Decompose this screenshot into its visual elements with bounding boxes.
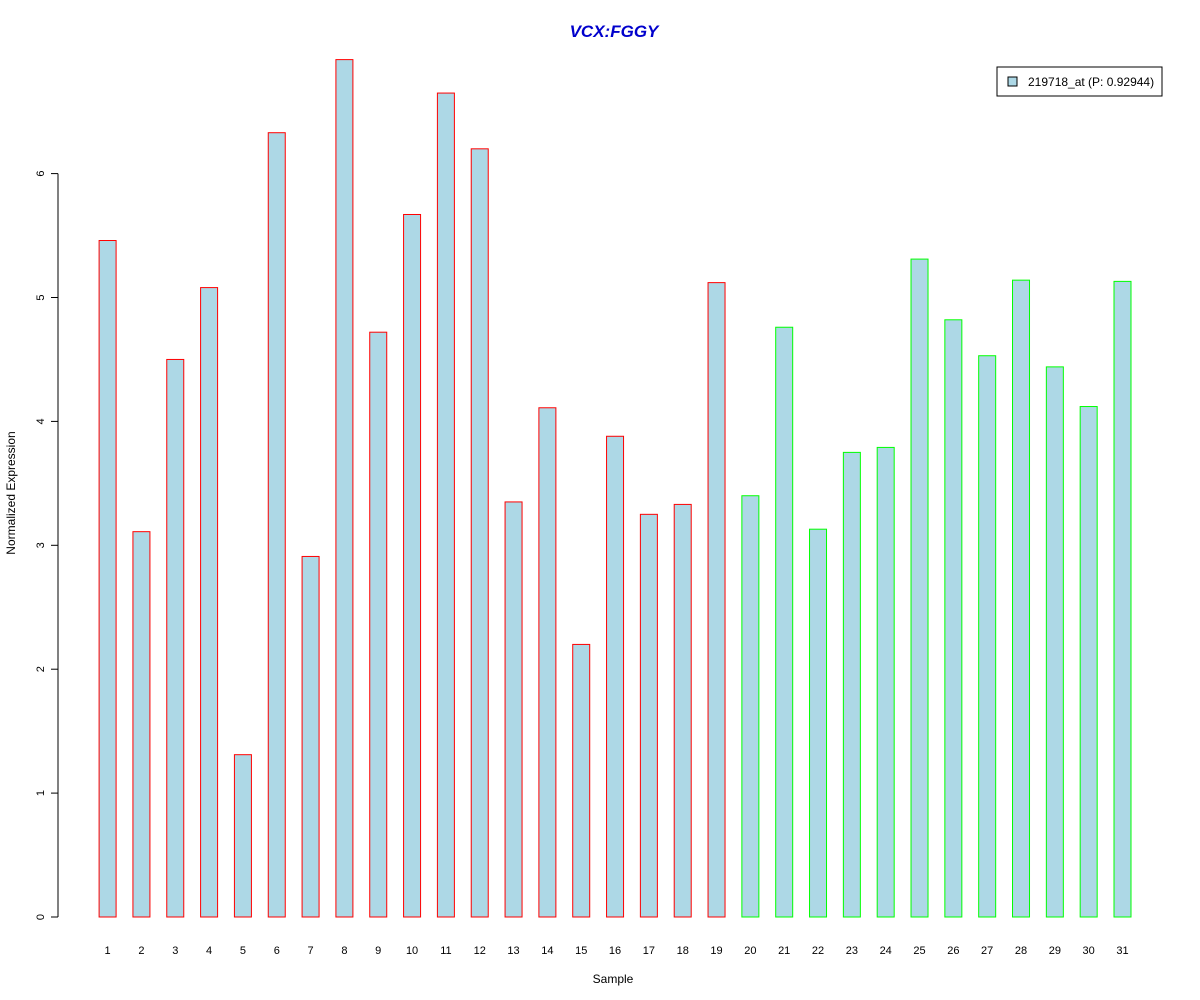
bar xyxy=(876,446,895,918)
bar xyxy=(98,240,117,918)
x-tick-label: 12 xyxy=(474,945,486,957)
x-tick-label: 8 xyxy=(341,945,347,957)
bar xyxy=(132,531,151,918)
bar xyxy=(200,287,219,918)
legend-swatch xyxy=(1007,76,1018,87)
x-tick-label: 16 xyxy=(609,945,621,957)
bar xyxy=(1079,406,1098,918)
bar xyxy=(436,92,455,918)
bar xyxy=(470,148,489,918)
bar xyxy=(775,326,794,918)
bar xyxy=(1012,279,1031,918)
x-tick-label: 9 xyxy=(375,945,381,957)
y-tick-label: 0 xyxy=(35,914,47,920)
x-tick-label: 28 xyxy=(1015,945,1027,957)
x-tick-label: 23 xyxy=(846,945,858,957)
y-tick-label: 6 xyxy=(35,171,47,177)
x-tick-label: 4 xyxy=(206,945,212,957)
bar xyxy=(504,501,523,918)
x-tick-label: 10 xyxy=(406,945,418,957)
x-tick-label: 3 xyxy=(172,945,178,957)
x-tick-label: 24 xyxy=(880,945,892,957)
bar xyxy=(538,407,557,918)
bar xyxy=(809,528,828,918)
bar xyxy=(910,258,929,918)
x-tick-label: 17 xyxy=(643,945,655,957)
chart-title: VCX:FGGY xyxy=(570,22,660,41)
x-tick-label: 6 xyxy=(274,945,280,957)
bar xyxy=(944,319,963,918)
y-tick-label: 3 xyxy=(35,542,47,548)
x-tick-label: 29 xyxy=(1049,945,1061,957)
bar xyxy=(335,59,354,918)
bar xyxy=(978,355,997,918)
x-tick-label: 13 xyxy=(507,945,519,957)
bar xyxy=(572,643,591,918)
legend: 219718_at (P: 0.92944) xyxy=(996,66,1163,97)
y-tick-label: 1 xyxy=(35,790,47,796)
bar xyxy=(369,331,388,918)
x-tick-labels: 1 2 3 4 5 6 7 8 9 10 11 12 13 14 15 16 17 18 19 20 21 22 23 24 2… xyxy=(105,945,1129,957)
bar xyxy=(639,513,658,918)
bars-group xyxy=(98,59,1132,918)
x-tick-label: 2 xyxy=(138,945,144,957)
bar xyxy=(233,754,252,918)
x-tick-label: 18 xyxy=(677,945,689,957)
x-tick-label: 25 xyxy=(913,945,925,957)
x-tick-label: 22 xyxy=(812,945,824,957)
bar xyxy=(673,503,692,918)
bar xyxy=(842,451,861,918)
legend-box xyxy=(996,66,1163,97)
bar xyxy=(301,555,320,918)
x-tick-label: 27 xyxy=(981,945,993,957)
bar xyxy=(707,282,726,918)
bar xyxy=(1045,366,1064,918)
x-tick-label: 21 xyxy=(778,945,790,957)
y-tick-label: 4 xyxy=(35,418,47,424)
bar xyxy=(403,213,422,918)
x-tick-label: 7 xyxy=(308,945,314,957)
bar xyxy=(606,435,625,918)
x-tick-label: 31 xyxy=(1116,945,1128,957)
y-axis: 0 1 2 3 4 5 6 xyxy=(35,171,59,920)
x-tick-label: 19 xyxy=(710,945,722,957)
bar xyxy=(1113,280,1132,918)
x-tick-label: 20 xyxy=(744,945,756,957)
bar xyxy=(741,495,760,918)
x-tick-label: 15 xyxy=(575,945,587,957)
bar xyxy=(166,358,185,918)
x-tick-label: 11 xyxy=(440,945,451,957)
legend-label: 219718_at (P: 0.92944) xyxy=(1028,75,1154,89)
x-tick-label: 26 xyxy=(947,945,959,957)
y-tick-label: 5 xyxy=(35,294,47,300)
bar xyxy=(267,132,286,918)
x-tick-label: 14 xyxy=(541,945,553,957)
x-tick-label: 5 xyxy=(240,945,246,957)
y-axis-label: Normalized Expression xyxy=(4,431,18,554)
x-tick-label: 30 xyxy=(1083,945,1095,957)
y-tick-label: 2 xyxy=(35,666,47,672)
x-tick-label: 1 xyxy=(105,945,111,957)
x-axis-label: Sample xyxy=(593,972,634,986)
